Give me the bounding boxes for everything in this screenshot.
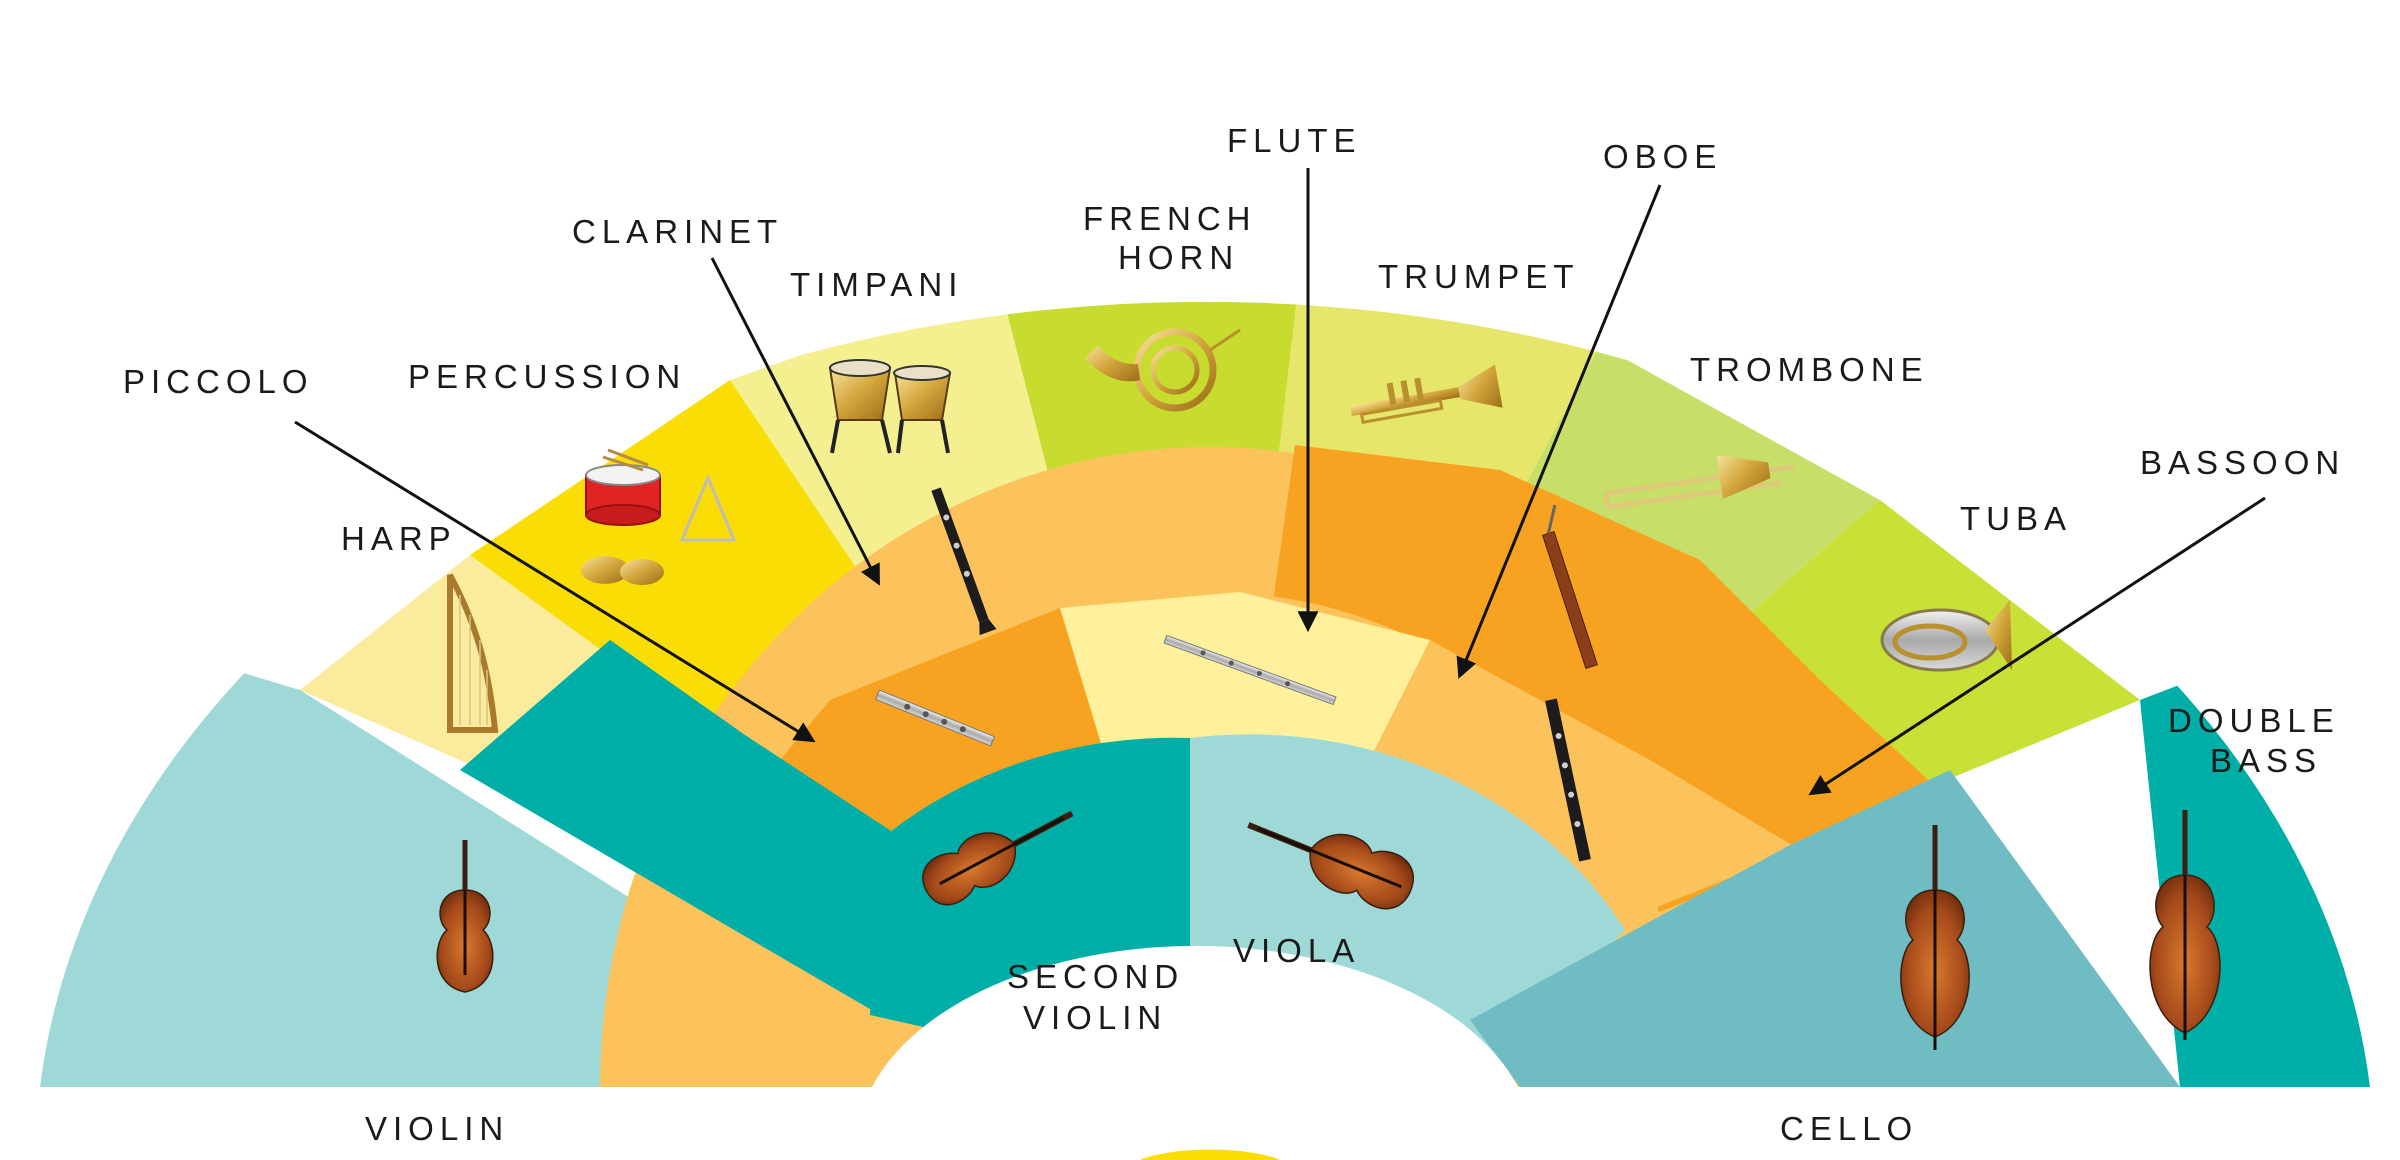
clarinet-icon: [931, 487, 997, 636]
violin-icon: [922, 810, 1074, 906]
label-timpani: TIMPANI: [790, 266, 963, 303]
label-french-horn-line2: HORN: [1118, 239, 1239, 276]
cello-icon: [1900, 825, 1970, 1050]
trumpet-icon: [1350, 364, 1503, 424]
piccolo-pointer: [294, 420, 816, 743]
floor-margin: [0, 1087, 2400, 1160]
second-violin-ring-left: [460, 640, 920, 1012]
oboe-pointer: [1456, 184, 1662, 679]
viola-icon: [1247, 822, 1414, 910]
podium-edge: [1140, 1149, 1280, 1160]
label-percussion: PERCUSSION: [408, 358, 686, 395]
label-viola: VIOLA: [1233, 932, 1360, 969]
label-harp: HARP: [341, 520, 457, 557]
label-flute: FLUTE: [1227, 122, 1362, 159]
bassoon-pointer: [1808, 496, 2266, 796]
label-double-bass-line2: BASS: [2210, 742, 2322, 779]
piccolo-icon: [874, 689, 996, 747]
double-bass-icon: [2149, 810, 2221, 1040]
cymbals-icon: [581, 556, 664, 585]
french-horn-icon: [1085, 328, 1241, 412]
drum-icon: [585, 448, 661, 526]
section-labels: PICCOLO HARP PERCUSSION CLARINET TIMPANI…: [123, 122, 2345, 1147]
trombone-icon: [1603, 455, 1795, 510]
tuba-icon: [1880, 600, 2012, 672]
label-trombone: TROMBONE: [1690, 351, 1929, 388]
label-trumpet: TRUMPET: [1378, 258, 1580, 295]
label-double-bass-line1: DOUBLE: [2168, 702, 2340, 739]
harp-icon: [447, 573, 499, 733]
label-oboe: OBOE: [1603, 138, 1722, 175]
clarinet-pointer: [710, 257, 880, 586]
label-cello: CELLO: [1780, 1110, 1918, 1147]
label-tuba: TUBA: [1960, 500, 2072, 537]
label-violin: VIOLIN: [365, 1110, 509, 1147]
label-second-violin-line2: VIOLIN: [1023, 999, 1167, 1036]
pointer-lines: [294, 168, 2266, 796]
bassoon-icon: [1542, 504, 1598, 670]
label-french-horn-line1: FRENCH: [1083, 200, 1257, 237]
label-clarinet: CLARINET: [572, 213, 783, 250]
label-second-violin-line1: SECOND: [1007, 958, 1184, 995]
label-bassoon: BASSOON: [2140, 444, 2345, 481]
oboe-icon: [1545, 698, 1591, 862]
triangle-icon: [679, 474, 737, 542]
conductor-stage: [850, 945, 1540, 1110]
flute-icon: [1163, 634, 1337, 706]
label-piccolo: PICCOLO: [123, 363, 314, 400]
violin-icon: [436, 840, 494, 993]
cello-section[interactable]: [1470, 770, 2180, 1087]
timpani-icon: [828, 359, 952, 454]
